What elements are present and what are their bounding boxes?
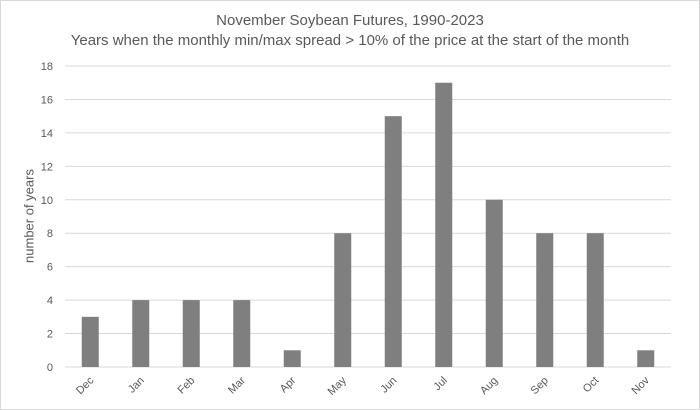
bar-dec (81, 316, 99, 367)
chart-subtitle: Years when the monthly min/max spread > … (70, 32, 630, 49)
bars (81, 82, 655, 368)
y-tick-label: 14 (41, 128, 53, 140)
y-axis-ticks: 0 2 4 6 8 10 12 14 16 18 (41, 61, 53, 374)
bar-sep (536, 233, 554, 367)
x-tick-label-may: May (326, 374, 350, 398)
x-tick-label-oct: Oct (581, 375, 602, 396)
y-tick-label: 0 (47, 362, 53, 374)
y-tick-label: 8 (47, 228, 53, 240)
bar-aug (485, 199, 503, 367)
bar-oct (586, 233, 604, 367)
x-tick-label-jan: Jan (126, 375, 147, 396)
x-tick-label-mar: Mar (226, 374, 248, 396)
x-tick-label-dec: Dec (74, 374, 97, 397)
x-tick-label-jul: Jul (431, 375, 449, 393)
bar-jul (435, 82, 453, 367)
bar-jan (132, 300, 150, 367)
bar-jun (384, 116, 402, 368)
y-tick-label: 12 (41, 161, 53, 173)
bar-feb (182, 300, 200, 367)
bar-nov (637, 350, 655, 367)
x-tick-label-apr: Apr (278, 374, 299, 395)
y-tick-label: 16 (41, 94, 53, 106)
gridlines (65, 65, 671, 368)
x-tick-label-nov: Nov (630, 374, 653, 397)
x-tick-label-aug: Aug (478, 375, 500, 397)
y-tick-label: 4 (47, 295, 53, 307)
bar-apr (283, 350, 301, 367)
chart-title: November Soybean Futures, 1990-2023 (216, 12, 484, 29)
x-axis-ticks: Dec Jan Feb Mar Apr May Jun Jul Aug Sep Oct Nov (74, 374, 652, 398)
y-tick-label: 10 (41, 195, 53, 207)
x-tick-label-sep: Sep (529, 375, 551, 397)
x-tick-label-feb: Feb (175, 375, 197, 397)
x-tick-label-jun: Jun (378, 375, 399, 396)
bar-may (334, 233, 352, 367)
y-tick-label: 2 (47, 329, 53, 341)
y-tick-label: 18 (41, 61, 53, 73)
y-tick-label: 6 (47, 262, 53, 274)
bar-mar (233, 300, 251, 367)
